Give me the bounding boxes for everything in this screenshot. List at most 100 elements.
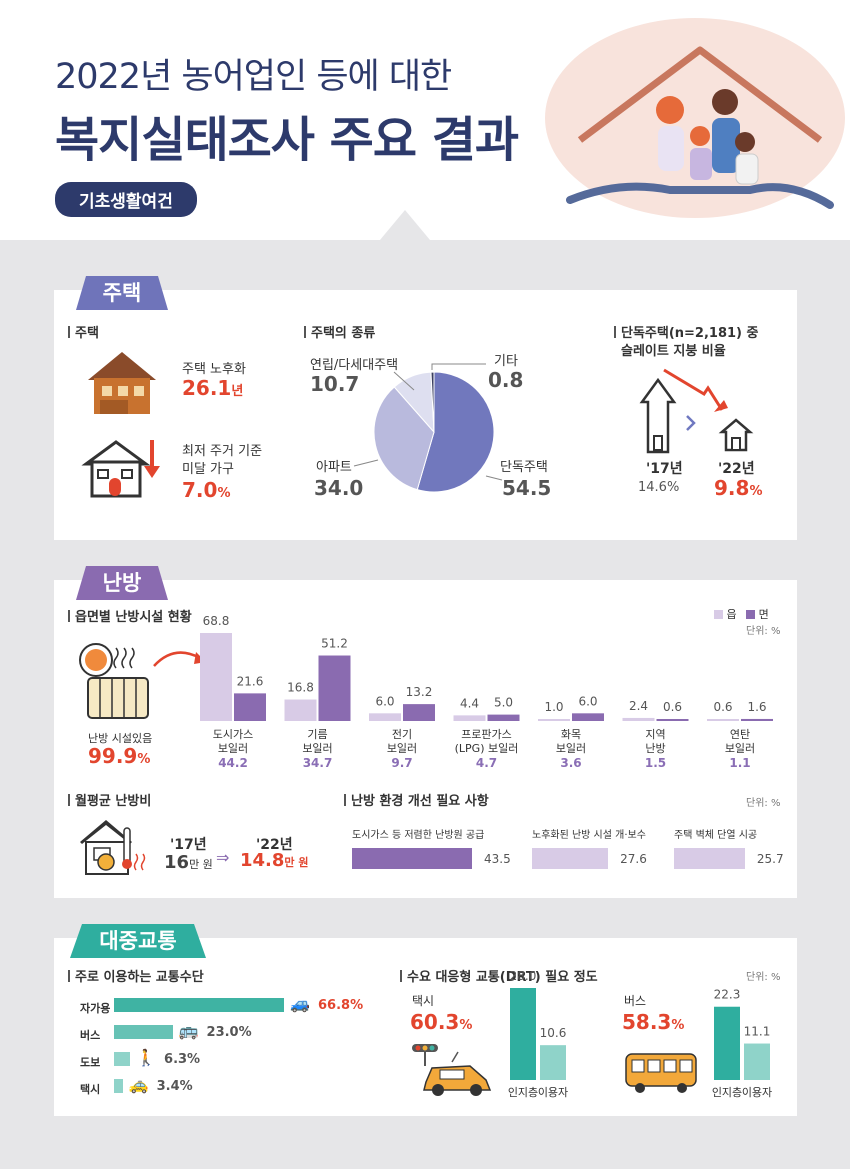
- drtBus-bar-label-0: 22.3: [714, 988, 741, 1002]
- heating-category-total-3: 4.7: [475, 756, 498, 770]
- has-heating-value: 99.9%: [88, 744, 150, 768]
- legend-swatch-eup: [714, 610, 723, 619]
- pie-value-detached: 54.5: [502, 476, 552, 500]
- heating-bar-면-5: [656, 719, 689, 721]
- family-house-illustration: [566, 46, 834, 209]
- heating-category-total-6: 1.1: [729, 756, 751, 770]
- substandard-house-icon: [81, 440, 160, 498]
- heating-cost-house-icon: [80, 820, 146, 875]
- slate-trend-illustration: [639, 368, 754, 454]
- housing-type-label: 주택의 종류: [304, 322, 375, 341]
- slate-number-2022: 9.8: [714, 476, 750, 500]
- heating-bar-label-읍-0: 68.8: [203, 614, 230, 628]
- slate-value-2017: 14.6%: [638, 480, 680, 495]
- drtTaxi-bar-label-0: 28.0: [510, 969, 537, 983]
- housing-section-label: 주택: [68, 322, 99, 341]
- slate-year-2022: '22년: [718, 461, 755, 477]
- improvement-bar-2: [674, 848, 745, 869]
- title-line1: 2022년 농어업인 등에 대한: [55, 57, 452, 97]
- mode-bar-label-1: 23.0%: [206, 1025, 252, 1040]
- drtTaxi-category-1: 이용자: [538, 1086, 568, 1099]
- cost-value-2017: 16만 원: [164, 852, 213, 873]
- heating-bar-label-면-1: 51.2: [321, 637, 348, 651]
- heating-bar-label-면-5: 0.6: [663, 700, 682, 714]
- pie-slice-3: [430, 371, 435, 433]
- mode-bar-label-2: 6.3%: [164, 1052, 201, 1067]
- improvement-category-1: 노후화된 난방 시설 개·보수: [532, 830, 646, 841]
- mode-category-1: 버스: [80, 1029, 101, 1042]
- pie-label-other: 기타: [494, 354, 518, 369]
- house-aging-icon: [88, 352, 156, 414]
- slate-roof-label-2: 슬레이트 지붕 비율: [621, 344, 726, 359]
- heating-bar-읍-3: [453, 715, 486, 721]
- substandard-label-1: 최저 주거 기준: [182, 444, 263, 459]
- improvement-bar-label-1: 27.6: [620, 852, 647, 866]
- house-aging-value: 26.1년: [182, 376, 243, 400]
- tab-housing: 주택: [76, 276, 168, 310]
- drt-bus-bar-chart: 22.3 인지층 11.1 이용자: [712, 988, 772, 1099]
- heating-category-line2-4: 보일러: [555, 742, 587, 755]
- cost-value-2022: 14.8만 원: [240, 850, 309, 871]
- drtBus-bar-1: [744, 1043, 770, 1080]
- improvement-bar-1: [532, 848, 609, 869]
- slate-value-2022: 9.8%: [714, 476, 762, 500]
- tab-heating-label: 난방: [102, 571, 142, 595]
- drt-unit: 단위: %: [746, 972, 781, 983]
- heating-category-line2-0: 보일러: [217, 742, 249, 755]
- heating-bar-label-면-2: 13.2: [406, 685, 433, 699]
- tab-housing-label: 주택: [102, 281, 142, 305]
- slate-year-2017: '17년: [646, 461, 683, 477]
- cost-year-2022: '22년: [256, 837, 293, 853]
- housing-panel: 주택 주택 노후화 26.1년 최저 주거 기준 미달 가구 7.0% 주택의 …: [54, 290, 797, 540]
- car-icon: 🚙: [290, 994, 310, 1013]
- mode-bar-2: [114, 1052, 131, 1066]
- heating-category-total-2: 9.7: [391, 756, 413, 770]
- taxi-illustration: [412, 1044, 492, 1096]
- heating-bar-읍-2: [369, 713, 401, 721]
- heating-bar-면-3: [487, 714, 520, 721]
- housing-type-pie-chart: [373, 371, 495, 493]
- pie-label-townhouse: 연립/다세대주택: [310, 358, 399, 373]
- heating-bar-면-4: [572, 713, 604, 721]
- tab-transport-label: 대중교통: [99, 929, 177, 953]
- pie-label-apartment: 아파트: [316, 460, 352, 475]
- cost-year-2017: '17년: [170, 837, 207, 853]
- cost-number-2022: 14.8: [240, 850, 285, 871]
- drt-taxi-unit: %: [459, 1018, 473, 1033]
- mode-bar-0: [114, 998, 284, 1012]
- improvement-bar-0: [352, 848, 472, 869]
- heating-category-line1-1: 기름: [307, 728, 328, 741]
- heating-bar-label-읍-4: 1.0: [544, 700, 563, 714]
- heating-legend: 읍 면: [714, 606, 769, 622]
- heating-bar-면-2: [403, 704, 435, 721]
- hero-notch: [380, 210, 430, 240]
- legend-swatch-myeon: [746, 610, 756, 619]
- drt-taxi-number: 60.3: [410, 1010, 460, 1034]
- heating-bar-읍-4: [538, 719, 570, 721]
- improvement-category-2: 주택 벽체 단열 시공: [674, 830, 758, 841]
- substandard-label-2: 미달 가구: [182, 462, 234, 477]
- substandard-number: 7.0: [182, 478, 218, 502]
- improvement-needs-label: 난방 환경 개선 필요 사항: [344, 790, 489, 809]
- heating-bar-면-0: [234, 693, 266, 721]
- heating-category-line1-4: 화목: [560, 728, 582, 741]
- house-aging-label: 주택 노후화: [182, 362, 246, 377]
- improvement-bar-label-2: 25.7: [756, 852, 784, 866]
- heating-category-line2-5: 난방: [645, 742, 666, 755]
- has-heating-number: 99.9: [88, 744, 138, 768]
- tab-heating-ribbon: [76, 566, 168, 600]
- heating-bar-면-6: [741, 718, 773, 721]
- legend-label-myeon: 면: [758, 608, 769, 621]
- bus-icon: 🚌: [178, 1021, 199, 1040]
- heating-bar-label-면-3: 5.0: [494, 696, 513, 710]
- improvement-unit: 단위: %: [746, 798, 781, 809]
- mode-bar-label-3: 3.4%: [156, 1079, 193, 1094]
- cost-number-2017: 16: [164, 852, 190, 873]
- heating-bar-읍-6: [707, 719, 739, 721]
- heating-unit: 단위: %: [746, 626, 781, 637]
- monthly-cost-label: 월평균 난방비: [68, 790, 151, 809]
- heating-category-line2-2: 보일러: [386, 742, 418, 755]
- house-aging-number: 26.1: [182, 376, 232, 400]
- heating-bar-읍-0: [200, 633, 232, 721]
- slate-roof-label-1: 단독주택(n=2,181) 중: [614, 322, 758, 341]
